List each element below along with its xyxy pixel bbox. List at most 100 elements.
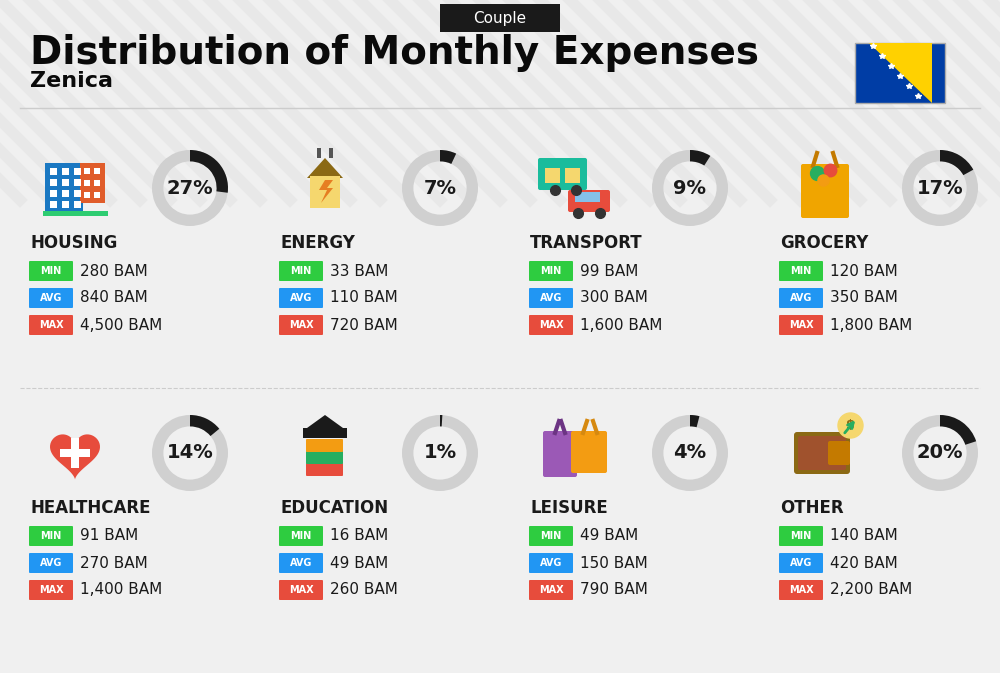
Text: AVG: AVG xyxy=(40,558,62,568)
Text: 270 BAM: 270 BAM xyxy=(80,555,148,571)
FancyBboxPatch shape xyxy=(568,190,610,212)
FancyBboxPatch shape xyxy=(50,190,57,197)
FancyBboxPatch shape xyxy=(529,580,573,600)
Text: MIN: MIN xyxy=(790,266,812,276)
FancyBboxPatch shape xyxy=(545,168,560,183)
Text: 91 BAM: 91 BAM xyxy=(80,528,138,544)
Text: 150 BAM: 150 BAM xyxy=(580,555,648,571)
Text: MIN: MIN xyxy=(40,531,62,541)
FancyBboxPatch shape xyxy=(317,148,321,158)
Polygon shape xyxy=(868,43,932,103)
Wedge shape xyxy=(152,415,228,491)
FancyBboxPatch shape xyxy=(801,164,849,218)
FancyBboxPatch shape xyxy=(529,261,573,281)
Text: 9%: 9% xyxy=(674,178,706,197)
Text: 300 BAM: 300 BAM xyxy=(580,291,648,306)
Text: 260 BAM: 260 BAM xyxy=(330,583,398,598)
FancyBboxPatch shape xyxy=(828,441,850,465)
Text: 49 BAM: 49 BAM xyxy=(580,528,638,544)
Text: 1,800 BAM: 1,800 BAM xyxy=(830,318,912,332)
Text: 16 BAM: 16 BAM xyxy=(330,528,388,544)
FancyBboxPatch shape xyxy=(74,168,81,175)
Text: 7%: 7% xyxy=(424,178,456,197)
Text: $: $ xyxy=(846,419,854,431)
FancyBboxPatch shape xyxy=(798,436,846,470)
FancyBboxPatch shape xyxy=(306,463,343,476)
Text: OTHER: OTHER xyxy=(780,499,844,517)
FancyBboxPatch shape xyxy=(29,315,73,335)
FancyBboxPatch shape xyxy=(45,163,83,213)
Text: LEISURE: LEISURE xyxy=(530,499,608,517)
Text: 99 BAM: 99 BAM xyxy=(580,264,638,279)
Text: AVG: AVG xyxy=(790,293,812,303)
Text: 33 BAM: 33 BAM xyxy=(330,264,388,279)
Wedge shape xyxy=(940,150,973,175)
Text: MIN: MIN xyxy=(40,266,62,276)
Text: 17%: 17% xyxy=(917,178,963,197)
Text: MAX: MAX xyxy=(289,585,313,595)
FancyBboxPatch shape xyxy=(855,43,945,103)
Text: Couple: Couple xyxy=(473,11,527,26)
FancyBboxPatch shape xyxy=(29,580,73,600)
Text: 280 BAM: 280 BAM xyxy=(80,264,148,279)
Text: MAX: MAX xyxy=(539,320,563,330)
FancyBboxPatch shape xyxy=(62,168,69,175)
Text: 1%: 1% xyxy=(423,444,457,462)
Text: ENERGY: ENERGY xyxy=(280,234,355,252)
FancyBboxPatch shape xyxy=(543,431,577,477)
FancyBboxPatch shape xyxy=(279,261,323,281)
FancyBboxPatch shape xyxy=(94,168,100,174)
FancyBboxPatch shape xyxy=(779,580,823,600)
Text: 27%: 27% xyxy=(167,178,213,197)
FancyBboxPatch shape xyxy=(60,449,90,457)
Wedge shape xyxy=(652,415,728,491)
FancyBboxPatch shape xyxy=(329,148,333,158)
Text: MAX: MAX xyxy=(39,585,63,595)
Wedge shape xyxy=(190,150,228,192)
Wedge shape xyxy=(402,150,478,226)
FancyBboxPatch shape xyxy=(779,315,823,335)
Text: AVG: AVG xyxy=(40,293,62,303)
Text: 4,500 BAM: 4,500 BAM xyxy=(80,318,162,332)
FancyBboxPatch shape xyxy=(529,553,573,573)
FancyBboxPatch shape xyxy=(29,261,73,281)
FancyBboxPatch shape xyxy=(538,158,587,190)
FancyBboxPatch shape xyxy=(306,439,343,452)
Polygon shape xyxy=(319,180,333,203)
FancyBboxPatch shape xyxy=(565,168,580,183)
FancyBboxPatch shape xyxy=(779,288,823,308)
FancyBboxPatch shape xyxy=(575,192,600,202)
Text: AVG: AVG xyxy=(540,558,562,568)
Text: Distribution of Monthly Expenses: Distribution of Monthly Expenses xyxy=(30,34,759,72)
Text: AVG: AVG xyxy=(540,293,562,303)
Wedge shape xyxy=(152,150,228,226)
Text: Zenica: Zenica xyxy=(30,71,113,91)
FancyBboxPatch shape xyxy=(794,432,850,474)
Wedge shape xyxy=(902,150,978,226)
Text: AVG: AVG xyxy=(790,558,812,568)
FancyBboxPatch shape xyxy=(279,315,323,335)
Wedge shape xyxy=(902,415,978,491)
Text: MAX: MAX xyxy=(39,320,63,330)
Text: MAX: MAX xyxy=(539,585,563,595)
Text: MAX: MAX xyxy=(289,320,313,330)
Text: 2,200 BAM: 2,200 BAM xyxy=(830,583,912,598)
Text: 120 BAM: 120 BAM xyxy=(830,264,898,279)
Polygon shape xyxy=(50,434,100,480)
Wedge shape xyxy=(440,415,442,427)
FancyBboxPatch shape xyxy=(62,190,69,197)
FancyBboxPatch shape xyxy=(279,580,323,600)
Text: 110 BAM: 110 BAM xyxy=(330,291,398,306)
FancyBboxPatch shape xyxy=(50,179,57,186)
Text: 420 BAM: 420 BAM xyxy=(830,555,898,571)
Text: 4%: 4% xyxy=(673,444,707,462)
Text: 1,400 BAM: 1,400 BAM xyxy=(80,583,162,598)
Wedge shape xyxy=(940,415,976,445)
Text: EDUCATION: EDUCATION xyxy=(280,499,388,517)
FancyBboxPatch shape xyxy=(94,192,100,198)
FancyBboxPatch shape xyxy=(306,451,343,464)
Text: 840 BAM: 840 BAM xyxy=(80,291,148,306)
FancyBboxPatch shape xyxy=(29,553,73,573)
Text: 20%: 20% xyxy=(917,444,963,462)
Wedge shape xyxy=(190,415,219,436)
